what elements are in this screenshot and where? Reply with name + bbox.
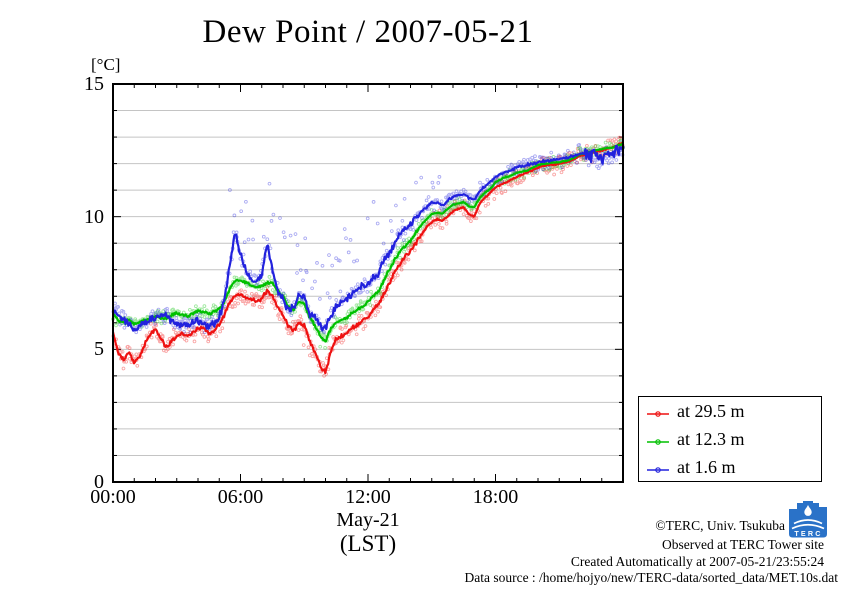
x-tick-label-1800: 18:00 <box>472 486 519 508</box>
series-scatter-29_5m <box>111 135 625 378</box>
plot-border <box>112 83 624 483</box>
y-tick-label-10: 10 <box>84 206 104 228</box>
y-tick-label-15: 15 <box>84 73 104 95</box>
legend-label-1.6m: at 1.6 m <box>677 456 736 477</box>
series-line-12_3m <box>112 142 623 343</box>
legend-marker-green-icon <box>646 434 670 445</box>
datasource-text: Data source : /home/hojyo/new/TERC-data/… <box>464 570 838 585</box>
logo-text: TERC <box>794 529 822 538</box>
created-text: Created Automatically at 2007-05-21/23:5… <box>570 554 824 569</box>
x-axis-date-label: May-21 <box>336 509 400 531</box>
y-tick-label-0: 0 <box>94 471 104 493</box>
wave-arc-icon <box>793 519 823 525</box>
legend-label-29.5m: at 29.5 m <box>677 400 745 421</box>
wave-arc-icon <box>791 523 825 530</box>
terc-logo: TERC <box>789 501 827 538</box>
legend-marker-red-icon <box>646 406 670 417</box>
series-line-29_5m <box>111 141 624 375</box>
legend-label-12.3m: at 12.3 m <box>677 428 745 449</box>
y-tick-label-5: 5 <box>94 338 104 360</box>
series-line-1_6m <box>111 144 624 332</box>
y-axis-unit-label: [°C] <box>91 55 121 74</box>
x-axis-lst-label: (LST) <box>339 531 397 556</box>
chart-title: Dew Point / 2007-05-21 <box>202 14 534 50</box>
legend-entry-1.6m: at 1.6 m <box>639 457 821 478</box>
water-drop-icon <box>804 505 812 516</box>
x-tick-label-1200: 12:00 <box>345 486 391 508</box>
observed-text: Observed at TERC Tower site <box>661 537 824 552</box>
legend: at 29.5 m at 12.3 m at 1.6 m <box>638 396 822 482</box>
x-tick-label-0000: 00:00 <box>90 486 136 508</box>
legend-entry-29.5m: at 29.5 m <box>639 401 821 422</box>
legend-marker-blue-icon <box>646 462 670 473</box>
x-tick-label-0600: 06:00 <box>217 486 264 508</box>
legend-entry-12.3m: at 12.3 m <box>639 429 821 450</box>
copyright-text: ©TERC, Univ. Tsukuba <box>655 518 785 533</box>
